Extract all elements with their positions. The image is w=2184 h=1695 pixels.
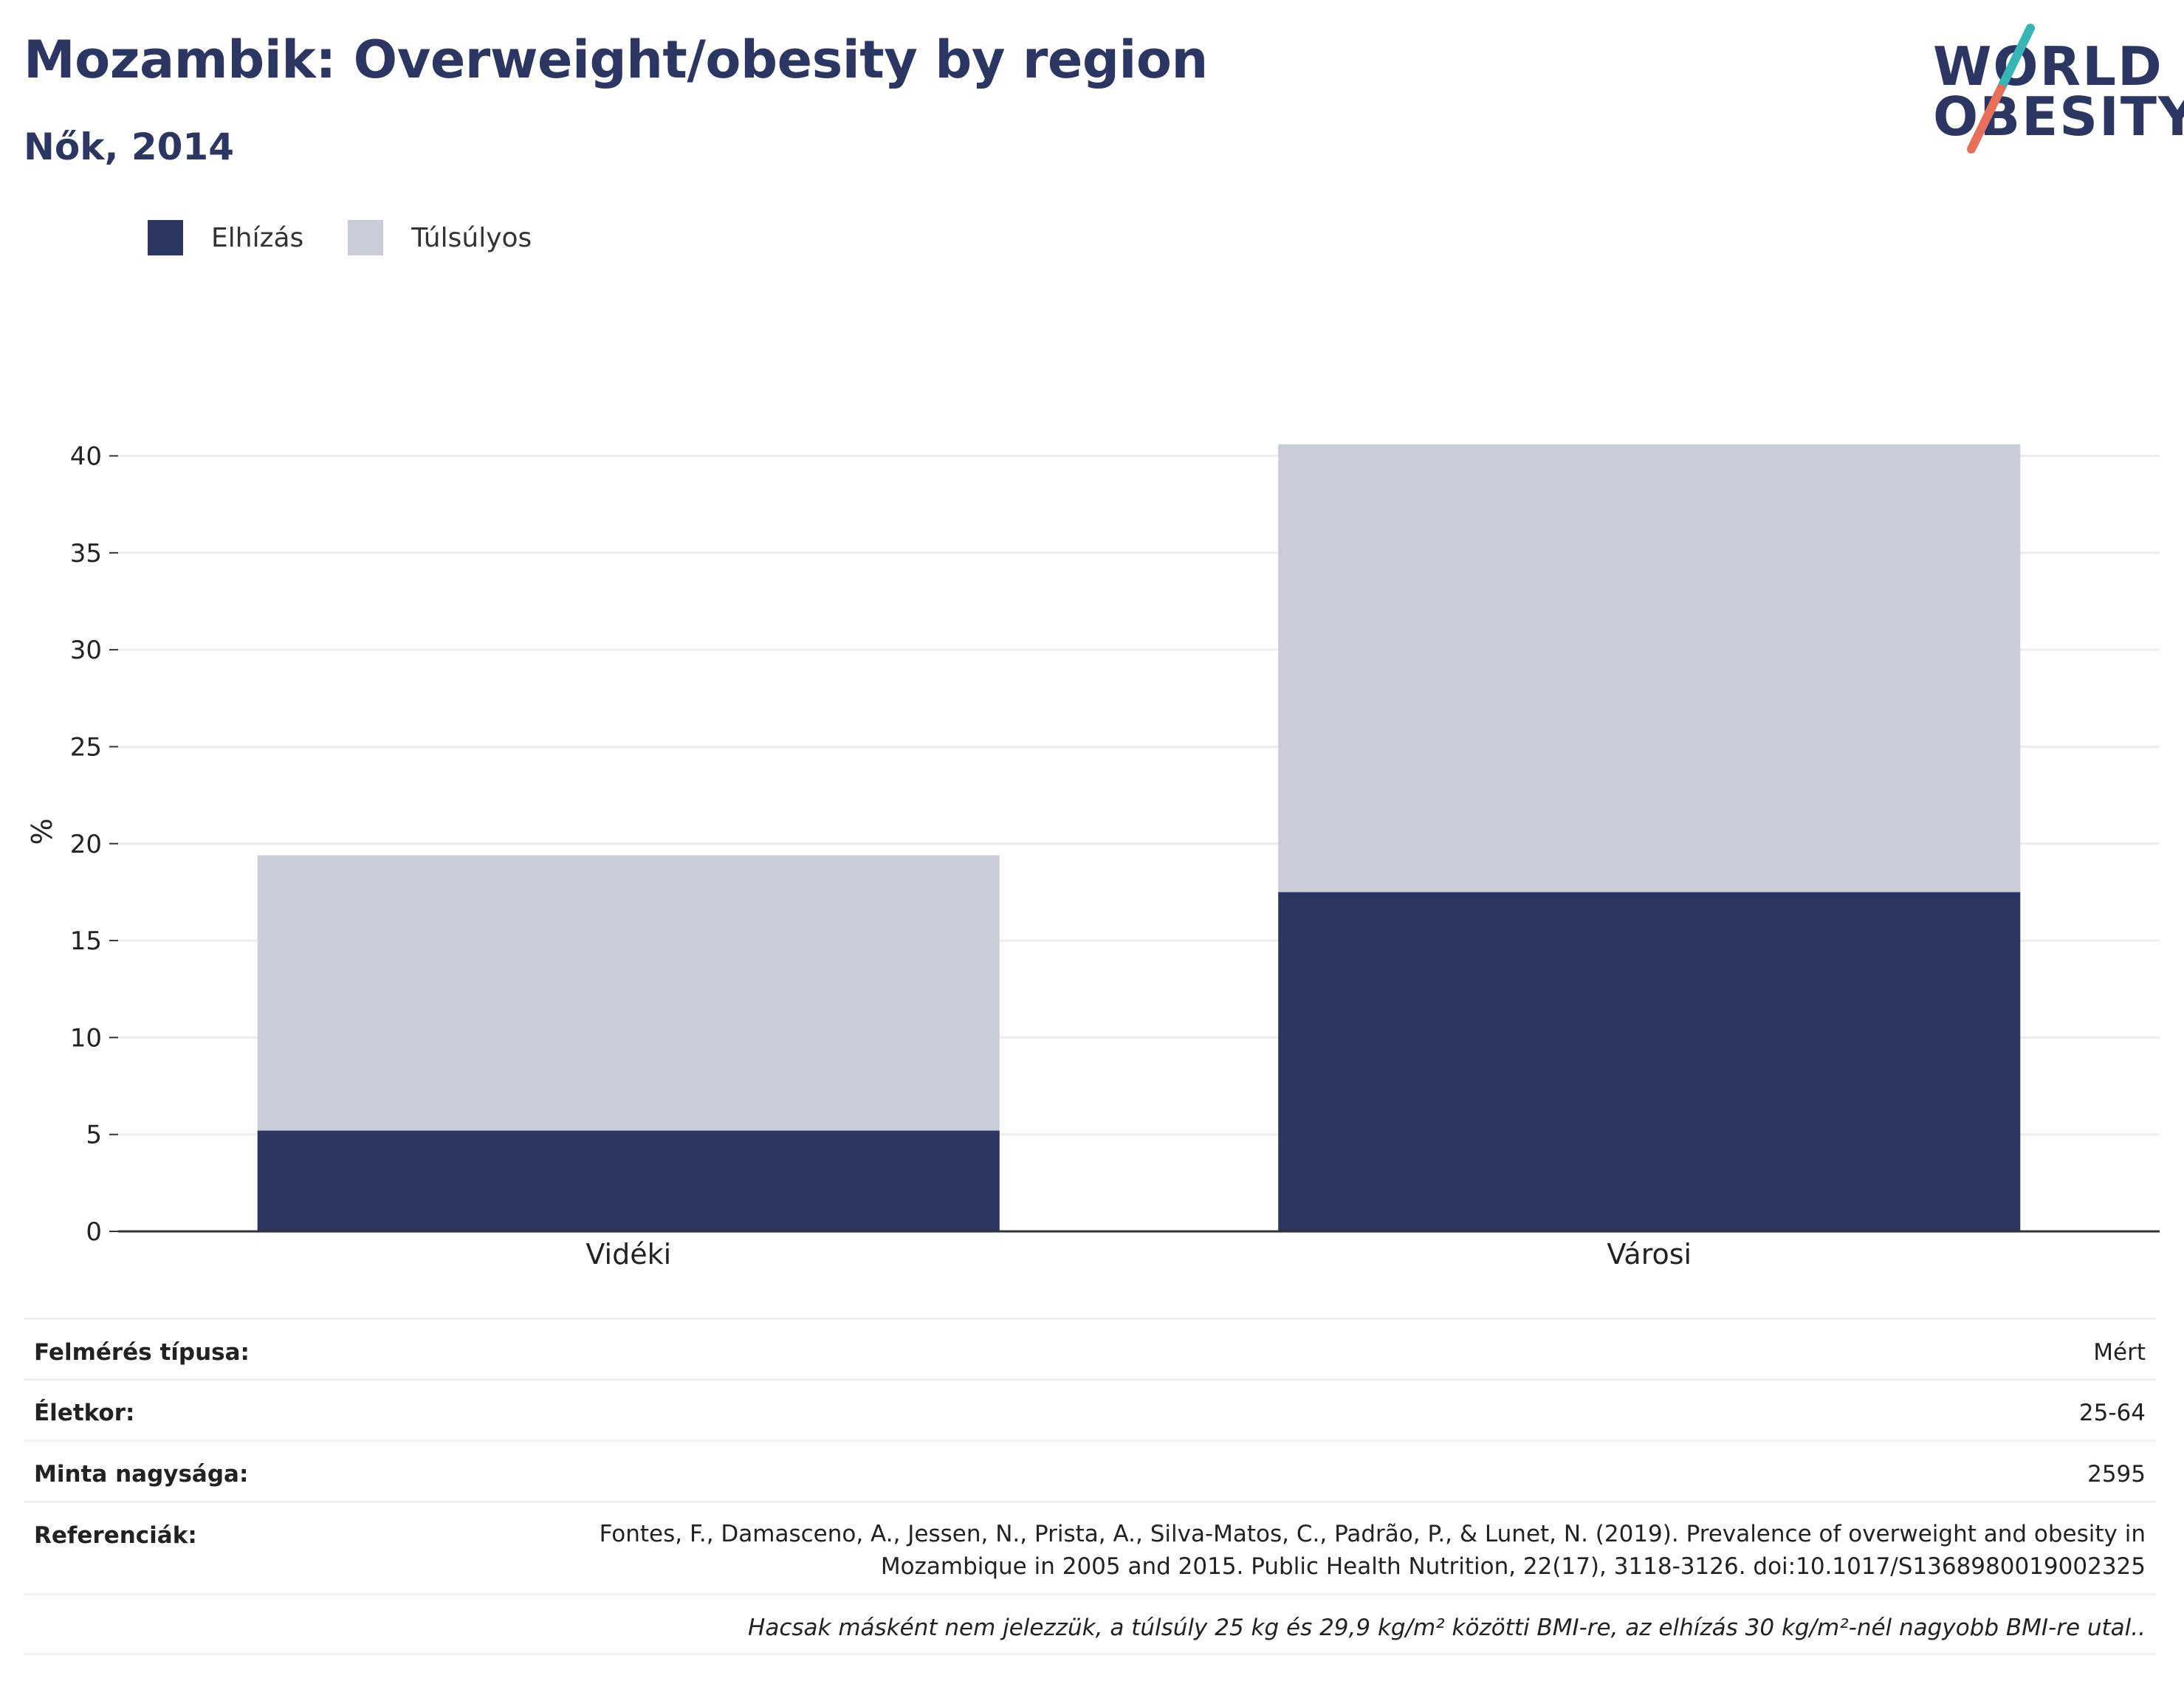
references-label: Referenciák: bbox=[34, 1522, 197, 1549]
info-row-survey-type: Felmérés típusa: Mért bbox=[24, 1318, 2156, 1378]
chart-subtitle: Nők, 2014 bbox=[24, 126, 235, 168]
legend-label-obese: Elhízás bbox=[211, 222, 304, 253]
bar-obese-rural bbox=[257, 1130, 1000, 1231]
y-tick-label: 5 bbox=[86, 1121, 102, 1150]
y-tick-label: 15 bbox=[70, 926, 102, 956]
y-tick-label: 25 bbox=[70, 732, 102, 762]
bar-obese-urban bbox=[1278, 892, 2021, 1231]
survey-type-value: Mért bbox=[2093, 1339, 2146, 1366]
x-tick-label: Városi bbox=[1607, 1238, 1692, 1271]
y-axis-title: % bbox=[26, 818, 58, 845]
definition-note: Hacsak másként nem jelezzük, a túlsúly 2… bbox=[24, 1593, 2156, 1655]
age-value: 25-64 bbox=[2078, 1400, 2146, 1426]
y-tick-label: 10 bbox=[70, 1023, 102, 1053]
legend-swatch-overweight bbox=[348, 220, 384, 255]
chart-legend: Elhízás Túlsúlyos bbox=[148, 220, 576, 255]
legend-item-obese[interactable]: Elhízás bbox=[148, 220, 303, 255]
references-value: Fontes, F., Damasceno, A., Jessen, N., P… bbox=[600, 1518, 2146, 1583]
y-tick-label: 40 bbox=[70, 442, 102, 472]
world-obesity-logo: WORLD OBESITY bbox=[1920, 22, 2184, 155]
reference-line-1: Fontes, F., Damasceno, A., Jessen, N., P… bbox=[599, 1521, 2146, 1547]
legend-item-overweight[interactable]: Túlsúlyos bbox=[348, 220, 532, 255]
bar-overweight-urban bbox=[1278, 444, 2021, 893]
info-row-references: Referenciák: Fontes, F., Damasceno, A., … bbox=[24, 1501, 2156, 1593]
y-tick-label: 30 bbox=[70, 636, 102, 665]
age-label: Életkor: bbox=[34, 1400, 135, 1426]
legend-swatch-obese bbox=[148, 220, 183, 255]
y-tick-label: 0 bbox=[86, 1217, 102, 1247]
survey-info-table: Felmérés típusa: Mért Életkor: 25-64 Min… bbox=[24, 1318, 2156, 1655]
legend-label-overweight: Túlsúlyos bbox=[411, 222, 532, 253]
info-row-age: Életkor: 25-64 bbox=[24, 1378, 2156, 1440]
bar-overweight-rural bbox=[257, 855, 1000, 1131]
sample-size-value: 2595 bbox=[2087, 1461, 2146, 1488]
logo-word-world: WORLD bbox=[1933, 35, 2163, 97]
logo-slash-icon bbox=[1967, 24, 2035, 154]
bar-chart: 0 5 10 15 20 25 30 35 40% Vidéki Városi bbox=[26, 442, 2160, 1271]
survey-type-label: Felmérés típusa: bbox=[34, 1339, 250, 1366]
info-row-sample-size: Minta nagysága: 2595 bbox=[24, 1440, 2156, 1501]
y-tick-label: 35 bbox=[70, 539, 102, 568]
reference-line-2: Mozambique in 2005 and 2015. Public Heal… bbox=[880, 1553, 2146, 1580]
x-tick-label: Vidéki bbox=[586, 1238, 671, 1271]
sample-size-label: Minta nagysága: bbox=[34, 1461, 249, 1488]
chart-title: Mozambik: Overweight/obesity by region bbox=[24, 30, 1208, 90]
y-tick-label: 20 bbox=[70, 830, 102, 859]
